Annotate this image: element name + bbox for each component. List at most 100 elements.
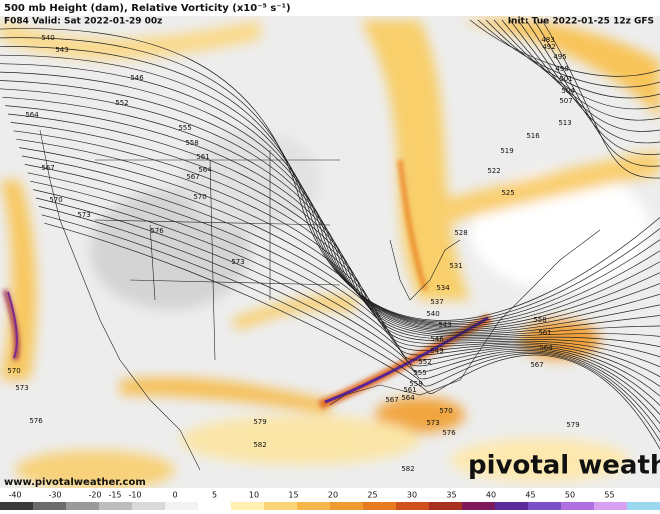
colorbar-swatch: [396, 502, 430, 510]
contour-label: 564: [539, 344, 553, 352]
colorbar-tick-label: -20: [88, 491, 101, 500]
contour-line: [19, 147, 660, 368]
colorbar-swatch: [0, 502, 34, 510]
contour-line: [0, 46, 660, 324]
contour-line: [13, 130, 660, 348]
contour-label: 561: [196, 153, 209, 161]
colorbar-swatch: [429, 502, 463, 510]
init-time: Init: Tue 2022-01-25 12z GFS: [508, 17, 654, 27]
contour-line: [33, 189, 660, 416]
colorbar-tick-label: 10: [249, 491, 259, 500]
colorbar-swatch: [594, 502, 628, 510]
contour-label: 531: [449, 262, 462, 270]
contour-line: [35, 197, 660, 425]
vorticity-field: [0, 19, 660, 490]
contour-line: [0, 88, 660, 332]
contour-label: 516: [526, 132, 540, 140]
contour-label: 543: [55, 46, 68, 54]
contour-label: 564: [198, 166, 212, 174]
contour-label: 546: [130, 74, 144, 82]
colorbar-tick-label: 40: [486, 491, 496, 500]
vorticity-band: [7, 291, 18, 359]
contour-label: 522: [487, 167, 500, 175]
colorbar-swatch: [462, 502, 496, 510]
contour-line: [541, 19, 660, 179]
contour-label: 558: [533, 316, 546, 324]
colorbar-swatch: [231, 502, 265, 510]
colorbar-tick-label: 15: [288, 491, 298, 500]
valid-time: F084 Valid: Sat 2022-01-29 00z: [4, 17, 162, 27]
contour-label: 567: [41, 164, 54, 172]
contour-label: 555: [178, 124, 191, 132]
title: 500 mb Height (dam), Relative Vorticity …: [4, 3, 291, 14]
contour-label: 546: [430, 335, 444, 343]
contour-line: [44, 222, 660, 451]
contour-line: [469, 19, 660, 77]
colorbar-tick-label: 0: [172, 491, 177, 500]
colorbar-swatch: [330, 502, 364, 510]
contour-label: 567: [385, 396, 398, 404]
website-url: www.pivotalweather.com: [4, 477, 146, 488]
contour-label: 513: [558, 119, 571, 127]
colorbar-swatch: [495, 502, 529, 510]
contour-label: 543: [438, 321, 451, 329]
contour-label: 555: [413, 369, 426, 377]
colorbar-swatch: [264, 502, 298, 510]
contour-label: 576: [442, 429, 456, 437]
contour-label: 504: [561, 87, 575, 95]
contour-label: 552: [115, 99, 128, 107]
contour-label: 573: [15, 384, 28, 392]
contour-label: 534: [436, 284, 450, 292]
contour-label: 528: [454, 229, 467, 237]
boundaries: [39, 129, 601, 471]
contour-line: [477, 19, 660, 88]
contour-label: 495: [553, 53, 566, 61]
contour-line: [10, 122, 660, 338]
contour-label: 570: [7, 367, 20, 375]
contour-line: [485, 19, 660, 99]
contour-line: [0, 63, 660, 327]
contour-label: 564: [401, 394, 415, 402]
colorbar-swatch: [165, 502, 199, 510]
colorbar-swatch: [561, 502, 595, 510]
contour-line: [24, 164, 660, 387]
contour-label: 576: [150, 227, 164, 235]
contour-label: 558: [409, 380, 422, 388]
colorbar-swatch: [33, 502, 67, 510]
contour-label: 483: [541, 36, 554, 44]
brand-logo: pivotal weather: [468, 451, 660, 481]
colorbar-tick-label: -30: [48, 491, 61, 500]
contour-labels: 5405435465525555585615645675705735765735…: [7, 34, 579, 473]
contour-label: 567: [530, 361, 543, 369]
height-contours: [0, 19, 660, 451]
contour-label: 576: [29, 417, 43, 425]
contour-label: 579: [566, 421, 579, 429]
contour-line: [0, 28, 660, 321]
contour-label: 537: [430, 298, 443, 306]
colorbar-tick-label: 35: [446, 491, 456, 500]
colorbar: -40 -30 -20 -15 -10 0 5 10 15 20 25 30 35 40 45 50 55: [0, 491, 660, 510]
contour-line: [38, 206, 660, 434]
colorbar-tick-label: 55: [604, 491, 614, 500]
contour-label: 525: [501, 189, 514, 197]
contour-label: 540: [41, 34, 54, 42]
colorbar-swatch: [297, 502, 331, 510]
colorbar-tick-label: 20: [328, 491, 338, 500]
contour-line: [0, 80, 660, 330]
contour-label: 498: [555, 65, 568, 73]
vorticity-band: [324, 316, 489, 404]
contour-label: 573: [77, 211, 90, 219]
colorbar-tick-label: 25: [367, 491, 377, 500]
colorbar-swatch: [198, 502, 232, 510]
contour-line: [41, 214, 660, 443]
contour-line: [0, 71, 660, 329]
contour-line: [0, 54, 660, 326]
contour-line: [533, 19, 660, 167]
contour-label: 570: [193, 193, 206, 201]
colorbar-swatch: [66, 502, 100, 510]
colorbar-tick-label: -15: [108, 491, 121, 500]
contour-line: [5, 105, 660, 335]
contour-label: 540: [426, 310, 439, 318]
contour-line: [27, 172, 660, 397]
